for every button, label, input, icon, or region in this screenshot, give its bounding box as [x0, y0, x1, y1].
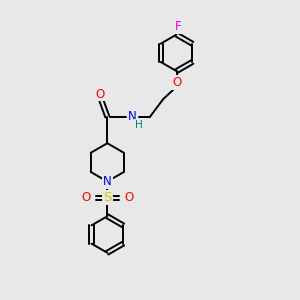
Text: H: H [135, 120, 143, 130]
Text: N: N [128, 110, 137, 123]
Text: O: O [172, 76, 181, 89]
Text: F: F [175, 20, 181, 33]
Text: S: S [103, 191, 112, 204]
Text: N: N [103, 175, 112, 188]
Text: O: O [82, 191, 91, 204]
Text: O: O [124, 191, 133, 204]
Text: O: O [95, 88, 105, 100]
